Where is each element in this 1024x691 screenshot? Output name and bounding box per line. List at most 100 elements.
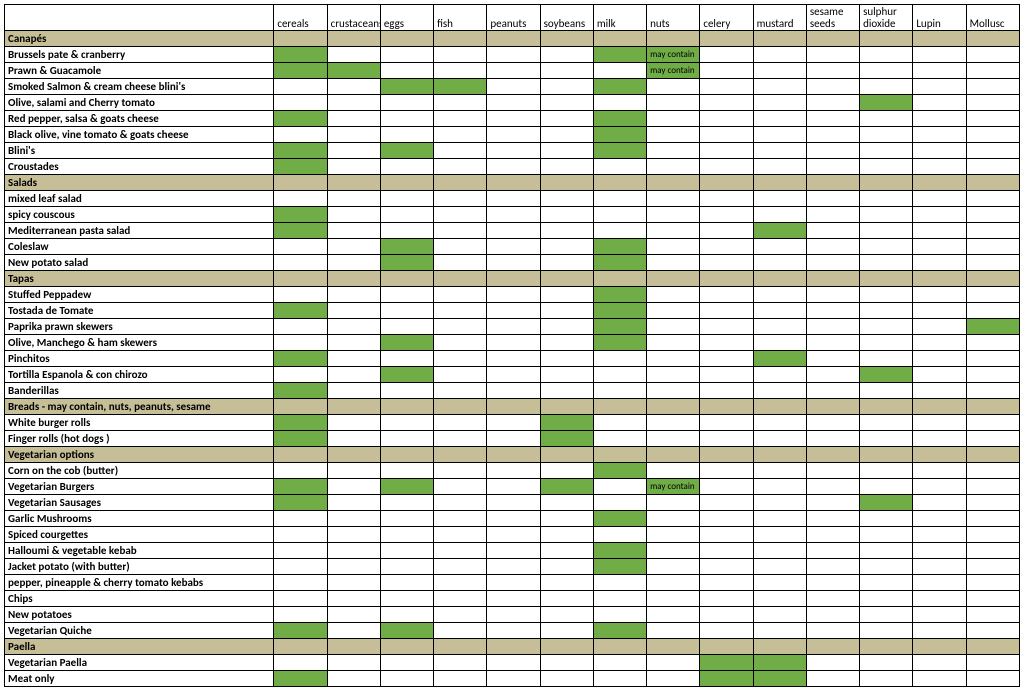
allergen-cell [700,319,753,335]
allergen-cell [327,463,380,479]
section-row: Salads [5,175,1020,191]
allergen-cell [806,79,859,95]
allergen-cell [860,207,913,223]
table-row: Brussels pate & cranberrymay contain [5,47,1020,63]
allergen-cell [593,111,646,127]
table-body: CanapésBrussels pate & cranberrymay cont… [5,31,1020,687]
allergen-cell [540,143,593,159]
allergen-cell [380,303,433,319]
allergen-cell [487,335,540,351]
allergen-cell [966,127,1019,143]
section-cell [434,175,487,191]
allergen-cell [647,351,700,367]
allergen-cell [913,623,966,639]
section-cell [593,399,646,415]
allergen-cell [966,575,1019,591]
section-title: Breads - may contain, nuts, peanuts, ses… [5,399,274,415]
allergen-cell [274,303,327,319]
allergen-cell [274,223,327,239]
allergen-cell [806,623,859,639]
allergen-cell [806,47,859,63]
allergen-cell [380,367,433,383]
item-label: spicy couscous [5,207,274,223]
item-label: Olive, Manchego & ham skewers [5,335,274,351]
item-label: Vegetarian Burgers [5,479,274,495]
allergen-cell [274,463,327,479]
allergen-cell [540,239,593,255]
table-row: Coleslaw [5,239,1020,255]
item-label: Garlic Mushrooms [5,511,274,527]
allergen-cell [593,527,646,543]
item-label: mixed leaf salad [5,191,274,207]
allergen-cell [913,479,966,495]
allergen-cell [753,559,806,575]
section-cell [806,175,859,191]
allergen-cell [806,431,859,447]
allergen-cell [487,47,540,63]
allergen-cell [913,111,966,127]
allergen-cell [380,79,433,95]
allergen-cell [753,239,806,255]
allergen-cell [487,575,540,591]
allergen-table: cerealscrustaceanseggsfishpeanutssoybean… [4,4,1020,687]
allergen-cell [274,191,327,207]
allergen-cell [593,319,646,335]
allergen-cell [274,527,327,543]
allergen-cell [647,623,700,639]
section-cell [753,447,806,463]
table-row: Tostada de Tomate [5,303,1020,319]
allergen-cell [327,319,380,335]
allergen-cell [593,223,646,239]
allergen-cell [806,335,859,351]
allergen-cell [753,111,806,127]
allergen-cell [434,111,487,127]
allergen-cell [434,383,487,399]
allergen-cell [966,319,1019,335]
allergen-cell [540,415,593,431]
allergen-cell [274,79,327,95]
allergen-cell [380,559,433,575]
allergen-cell [753,607,806,623]
allergen-cell [647,207,700,223]
section-cell [540,175,593,191]
section-cell [806,271,859,287]
allergen-cell [274,335,327,351]
col-header: Lupin [913,5,966,31]
allergen-cell [753,351,806,367]
section-cell [540,271,593,287]
allergen-cell [753,479,806,495]
allergen-cell [860,255,913,271]
allergen-cell [700,47,753,63]
allergen-cell [753,335,806,351]
allergen-cell [860,351,913,367]
allergen-cell [647,287,700,303]
allergen-cell [380,495,433,511]
allergen-cell [860,143,913,159]
allergen-cell [327,671,380,687]
allergen-cell [966,143,1019,159]
allergen-cell [274,367,327,383]
allergen-cell [434,239,487,255]
allergen-cell [380,111,433,127]
section-cell [540,31,593,47]
item-label: Prawn & Guacamole [5,63,274,79]
table-row: Spiced courgettes [5,527,1020,543]
section-cell [966,271,1019,287]
allergen-cell [540,479,593,495]
table-row: Finger rolls (hot dogs ) [5,431,1020,447]
allergen-cell [913,607,966,623]
section-cell [700,175,753,191]
allergen-cell [913,351,966,367]
allergen-cell [966,255,1019,271]
allergen-cell: may contain [647,63,700,79]
allergen-cell [487,559,540,575]
allergen-cell [806,95,859,111]
allergen-cell [327,575,380,591]
item-label: Tostada de Tomate [5,303,274,319]
col-header: fish [434,5,487,31]
allergen-cell [753,495,806,511]
allergen-cell [540,127,593,143]
allergen-cell [327,159,380,175]
allergen-cell [806,303,859,319]
table-row: Prawn & Guacamole may contain [5,63,1020,79]
